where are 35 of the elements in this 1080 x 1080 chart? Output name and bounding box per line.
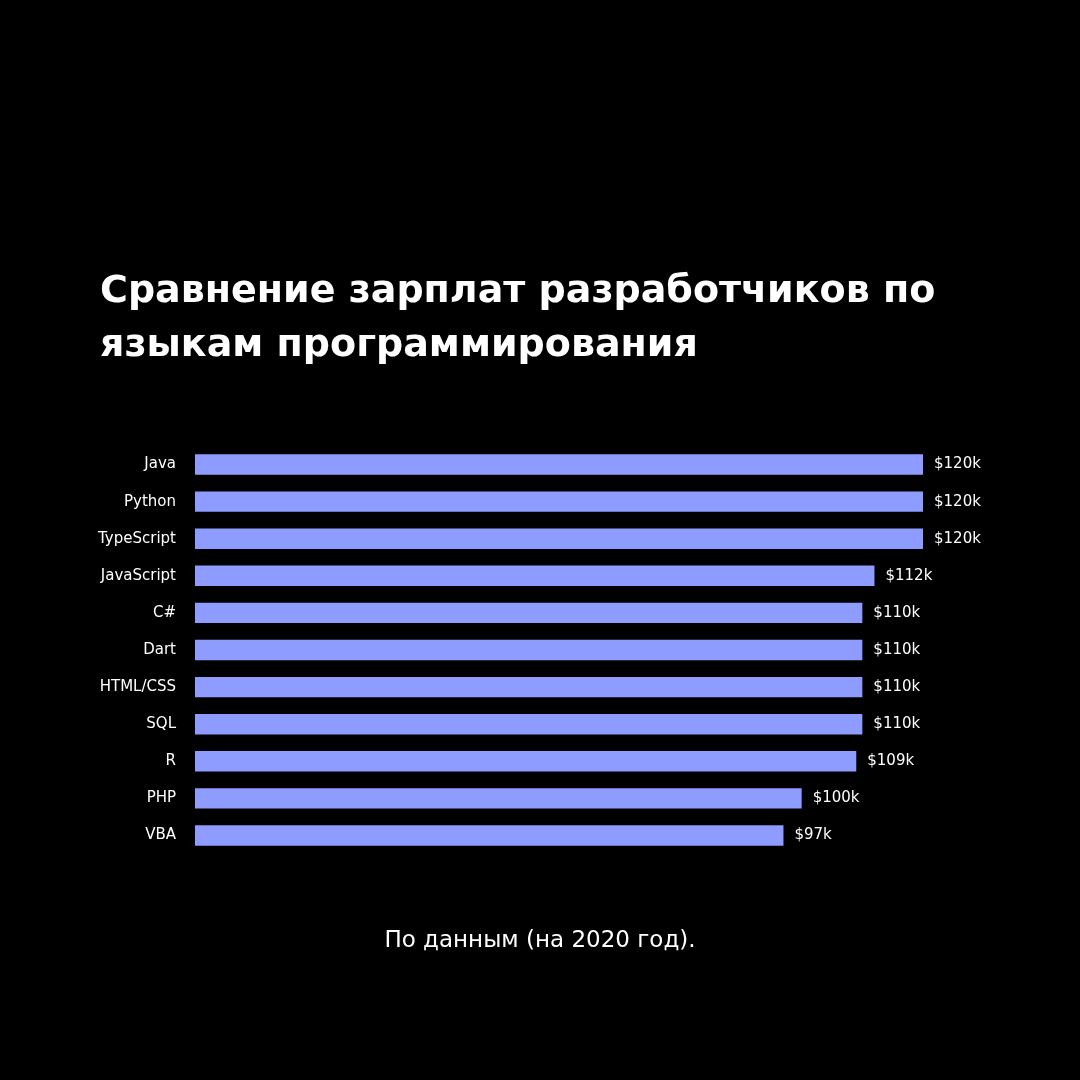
data-label: $110k — [873, 714, 921, 733]
y-tick-label: SQL — [146, 714, 177, 733]
y-tick-label: Java — [143, 454, 176, 473]
y-tick-label: PHP — [146, 788, 176, 807]
bar — [195, 602, 863, 624]
data-label: $120k — [934, 491, 982, 510]
y-tick-label: Dart — [143, 639, 177, 658]
bar — [195, 713, 863, 735]
data-label: $110k — [873, 676, 921, 695]
y-tick-label: C# — [152, 602, 176, 621]
data-label: $120k — [934, 454, 982, 473]
y-tick-label: JavaScript — [99, 565, 177, 584]
bar — [195, 454, 923, 475]
data-label: $112k — [885, 565, 933, 584]
chart-title: Сравнение зарплат разработчиков по языкам программирования — [100, 266, 937, 367]
y-tick-label: R — [165, 751, 176, 770]
bar — [195, 528, 923, 549]
y-tick-label: VBA — [145, 825, 177, 844]
y-tick-label: HTML/CSS — [99, 676, 176, 695]
data-label: $110k — [873, 639, 921, 658]
data-label: $100k — [812, 788, 860, 807]
bar — [195, 788, 802, 809]
bar — [195, 639, 863, 661]
bar — [195, 565, 875, 587]
data-label: $97k — [794, 825, 833, 844]
y-tick-label: TypeScript — [97, 528, 177, 547]
text: По данным (на 2020 год). — [383, 926, 697, 952]
bar — [195, 491, 923, 512]
data-label: $120k — [934, 528, 982, 547]
data-label: $110k — [873, 602, 921, 621]
bar — [195, 825, 784, 846]
bar — [195, 676, 863, 698]
data-label: $109k — [867, 751, 915, 770]
bar — [195, 751, 857, 772]
y-tick-label: Python — [124, 491, 176, 510]
